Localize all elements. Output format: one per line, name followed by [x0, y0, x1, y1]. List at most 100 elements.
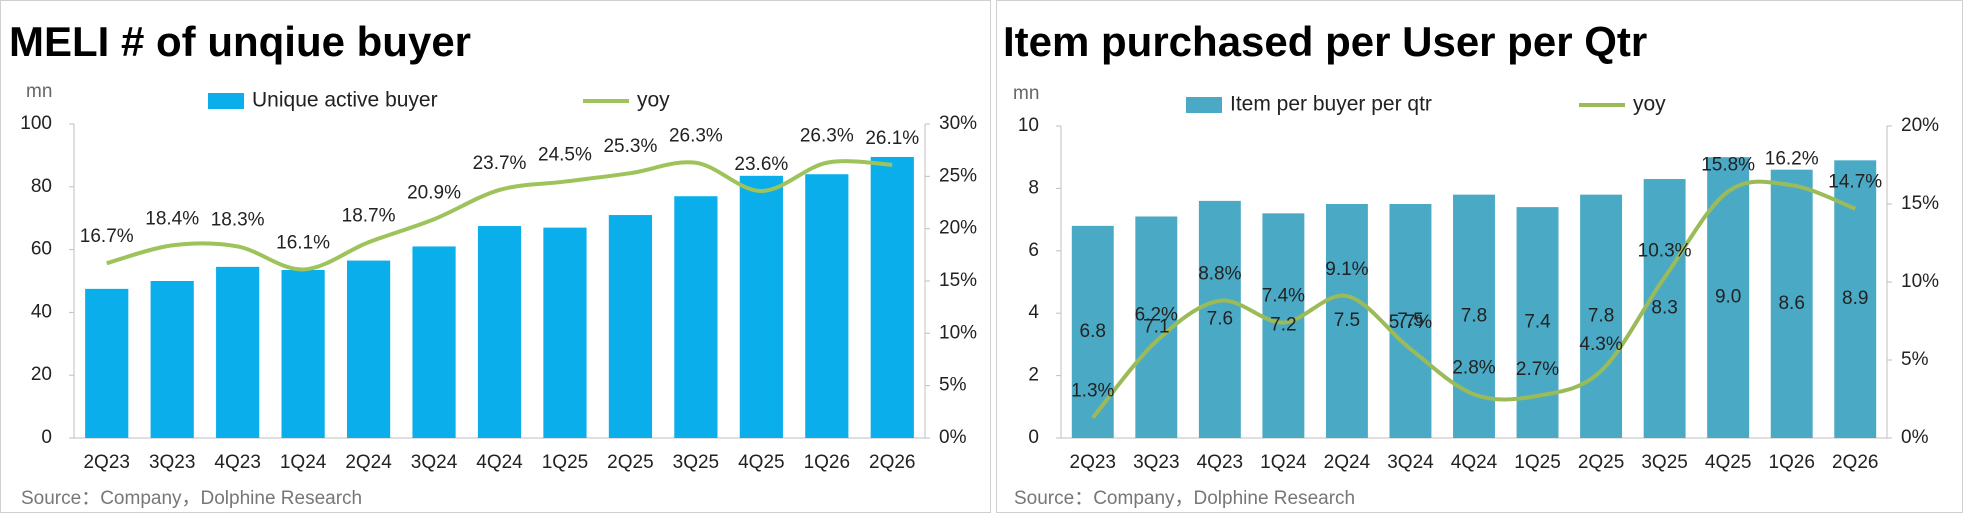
bar — [739, 175, 783, 438]
data-label: 16.2% — [1765, 148, 1819, 169]
bar — [805, 174, 849, 439]
data-label: 16.7% — [80, 226, 134, 247]
x-tick-label: 4Q23 — [1197, 452, 1243, 473]
data-label: 26.1% — [865, 128, 919, 149]
x-tick-label: 1Q26 — [804, 452, 850, 473]
x-tick-label: 2Q24 — [1324, 452, 1371, 473]
y2-tick-label: 0% — [939, 427, 967, 448]
data-label: 14.7% — [1828, 172, 1882, 193]
data-label: 8.3 — [1651, 298, 1677, 319]
y-tick-label: 4 — [1028, 302, 1039, 323]
x-tick-label: 3Q23 — [149, 452, 195, 473]
y2-tick-label: 5% — [939, 375, 967, 396]
y-tick-label: 20 — [31, 364, 52, 385]
x-tick-label: 1Q24 — [1260, 452, 1307, 473]
data-label: 15.8% — [1701, 155, 1755, 176]
source: Source：Company，Dolphine Research — [1014, 488, 1355, 509]
data-label: 5.7% — [1389, 312, 1432, 333]
data-label: 20.9% — [407, 182, 461, 203]
data-label: 7.4 — [1524, 312, 1551, 333]
legend-swatch — [208, 93, 244, 109]
data-label: 7.6 — [1207, 308, 1233, 329]
legend-label: Item per buyer per qtr — [1230, 93, 1432, 116]
bar — [608, 215, 653, 438]
bar — [150, 281, 194, 438]
chart: Item purchased per User per Qtr mn Source：… — [1003, 18, 1939, 509]
data-label: 7.5 — [1334, 310, 1360, 331]
x-tick-label: 1Q25 — [1514, 452, 1560, 473]
data-label: 7.4% — [1262, 286, 1305, 307]
y-tick-label: 60 — [31, 239, 52, 260]
x-tick-label: 4Q25 — [1705, 452, 1751, 473]
legend-label: yoy — [637, 89, 670, 112]
x-tick-label: 2Q24 — [345, 452, 392, 473]
data-label: 23.6% — [734, 154, 788, 175]
bar — [1325, 204, 1368, 438]
y-tick-label: 6 — [1028, 240, 1039, 261]
y-tick-label: 0 — [41, 427, 52, 448]
bar — [281, 270, 325, 438]
x-tick-label: 3Q25 — [673, 452, 719, 473]
y2-tick-label: 25% — [939, 165, 977, 186]
x-tick-label: 1Q26 — [1768, 452, 1814, 473]
x-tick-label: 4Q24 — [1451, 452, 1498, 473]
bar — [346, 260, 391, 438]
x-tick-label: 4Q25 — [738, 452, 784, 473]
x-tick-label: 1Q25 — [542, 452, 588, 473]
bar — [1643, 179, 1686, 439]
data-label: 9.0 — [1715, 287, 1741, 308]
x-tick-label: 3Q25 — [1641, 452, 1687, 473]
data-label: 23.7% — [473, 153, 527, 174]
bar — [216, 266, 260, 438]
x-tick-label: 1Q24 — [280, 452, 327, 473]
y2-tick-label: 15% — [1901, 193, 1939, 214]
bar — [85, 288, 129, 438]
data-label: 7.8 — [1461, 305, 1487, 326]
x-tick-label: 3Q23 — [1133, 452, 1179, 473]
legend-swatch — [1186, 97, 1222, 113]
data-label: 18.7% — [342, 205, 396, 226]
data-label: 6.8 — [1080, 321, 1106, 342]
y2-tick-label: 20% — [939, 218, 977, 239]
y2-tick-label: 20% — [1901, 115, 1939, 136]
y2-tick-label: 10% — [1901, 271, 1939, 292]
bar — [543, 227, 587, 438]
bar — [1770, 169, 1813, 438]
data-label: 1.3% — [1071, 381, 1114, 402]
data-label: 7.1 — [1143, 316, 1169, 337]
y-tick-label: 80 — [31, 176, 52, 197]
panel: MELI # of unqiue buyer mn Source：Company，D… — [0, 0, 991, 513]
data-label: 4.3% — [1579, 334, 1622, 355]
bar — [477, 226, 522, 438]
source: Source：Company，Dolphine Research — [21, 488, 362, 509]
axis-unit: mn — [1013, 83, 1039, 104]
bar — [1198, 200, 1241, 438]
bar — [1389, 204, 1432, 438]
bar — [1262, 213, 1305, 438]
x-tick-label: 2Q23 — [83, 452, 129, 473]
data-label: 2.7% — [1516, 359, 1559, 380]
y-tick-label: 40 — [31, 301, 52, 322]
y-tick-label: 100 — [20, 113, 52, 134]
line — [106, 159, 893, 272]
x-tick-label: 2Q25 — [1578, 452, 1624, 473]
chart-title: MELI # of unqiue buyer — [9, 18, 471, 65]
x-tick-label: 4Q23 — [214, 452, 260, 473]
bar — [870, 156, 914, 438]
data-label: 16.1% — [276, 233, 330, 254]
data-label: 9.1% — [1325, 259, 1368, 280]
y2-tick-label: 10% — [939, 322, 977, 343]
data-label: 26.3% — [800, 126, 854, 147]
y-tick-label: 10 — [1018, 115, 1039, 136]
chart: MELI # of unqiue buyer mn Source：Company，D… — [9, 18, 977, 509]
y-tick-label: 2 — [1028, 365, 1039, 386]
data-label: 7.8 — [1588, 305, 1614, 326]
data-label: 8.8% — [1198, 264, 1241, 285]
x-tick-label: 2Q26 — [1832, 452, 1878, 473]
data-label: 7.2 — [1270, 315, 1296, 336]
y2-tick-label: 30% — [939, 113, 977, 134]
line — [1091, 179, 1856, 419]
x-tick-label: 3Q24 — [411, 452, 458, 473]
y2-tick-label: 5% — [1901, 349, 1929, 370]
